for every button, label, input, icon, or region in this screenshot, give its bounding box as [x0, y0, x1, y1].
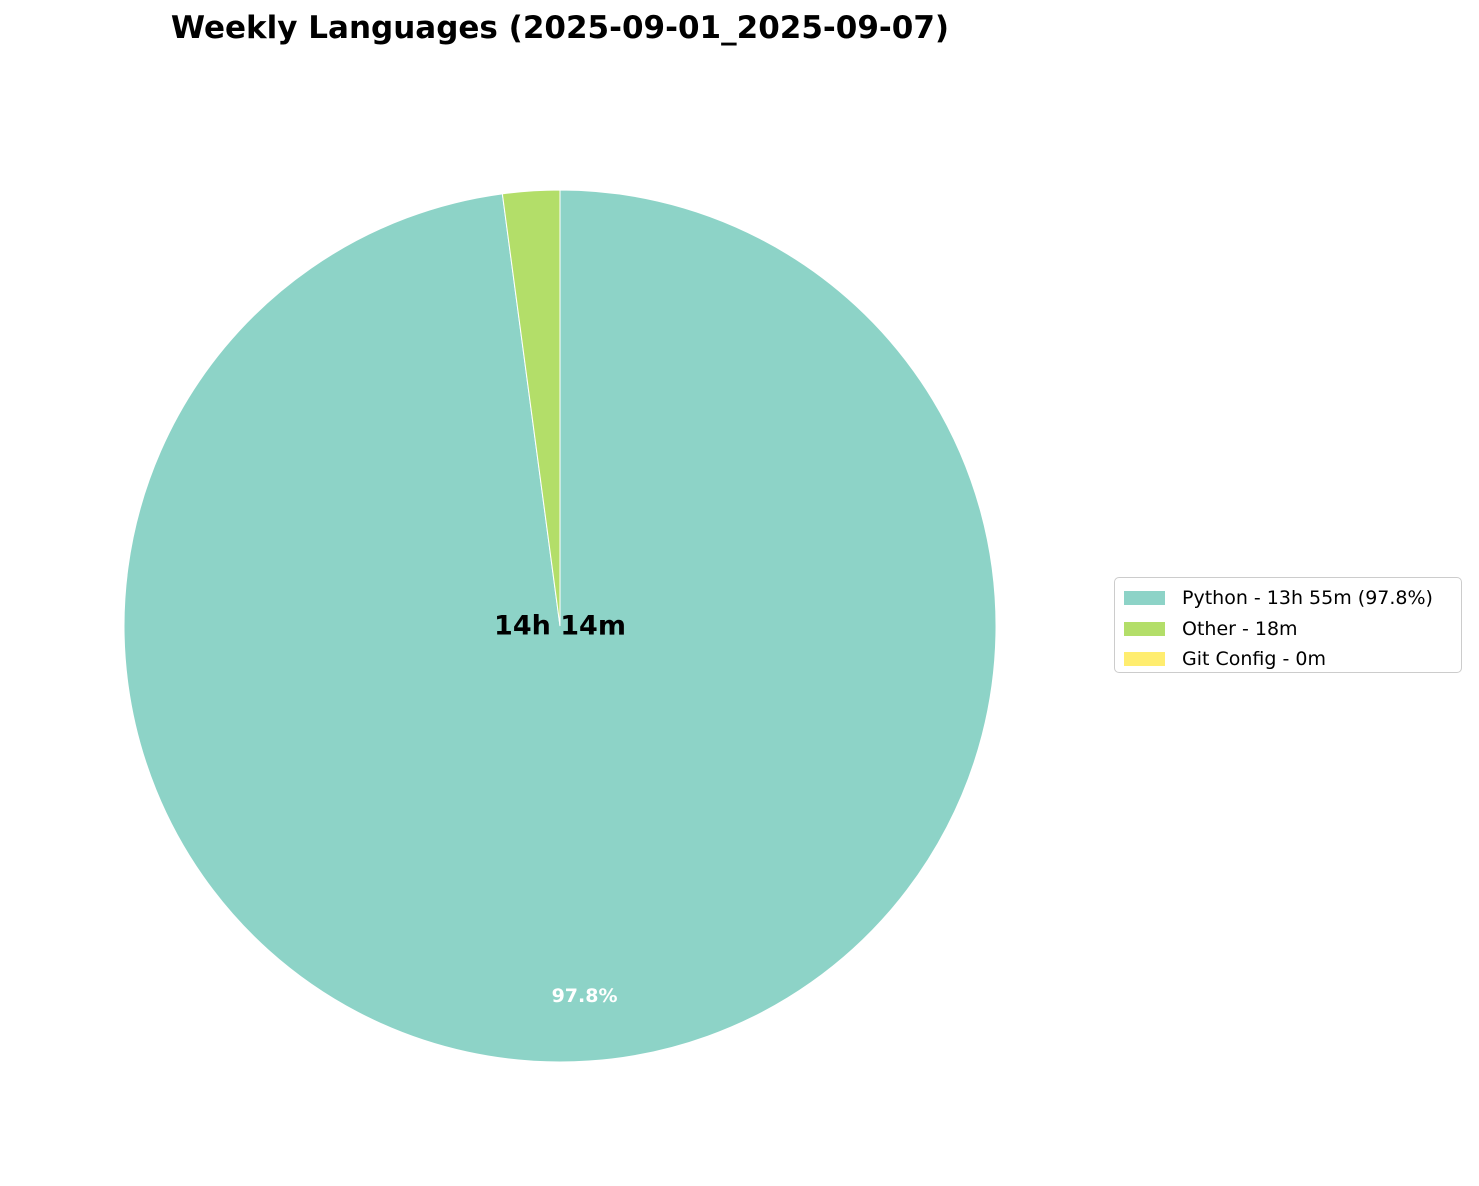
legend-item-python: Python - 13h 55m (97.8%): [1115, 583, 1461, 614]
chart-title: Weekly Languages (2025-09-01_2025-09-07): [170, 10, 950, 46]
legend-swatch-python: [1124, 591, 1165, 606]
legend: Python - 13h 55m (97.8%) Other - 18m Git…: [1114, 577, 1462, 673]
pie-center-total: 14h 14m: [494, 611, 626, 642]
pie-labels: 97.8% 14h 14m: [494, 611, 626, 1007]
legend-swatch-git-config: [1124, 652, 1165, 667]
legend-label-git-config: Git Config - 0m: [1182, 648, 1326, 671]
legend-label-python: Python - 13h 55m (97.8%): [1182, 587, 1433, 610]
legend-item-other: Other - 18m: [1115, 614, 1461, 645]
pie-pct-label-python: 97.8%: [552, 985, 618, 1007]
pie-slices: [123, 189, 997, 1063]
legend-swatch-other: [1124, 621, 1165, 636]
legend-label-other: Other - 18m: [1182, 617, 1298, 640]
legend-item-git-config: Git Config - 0m: [1115, 644, 1461, 675]
